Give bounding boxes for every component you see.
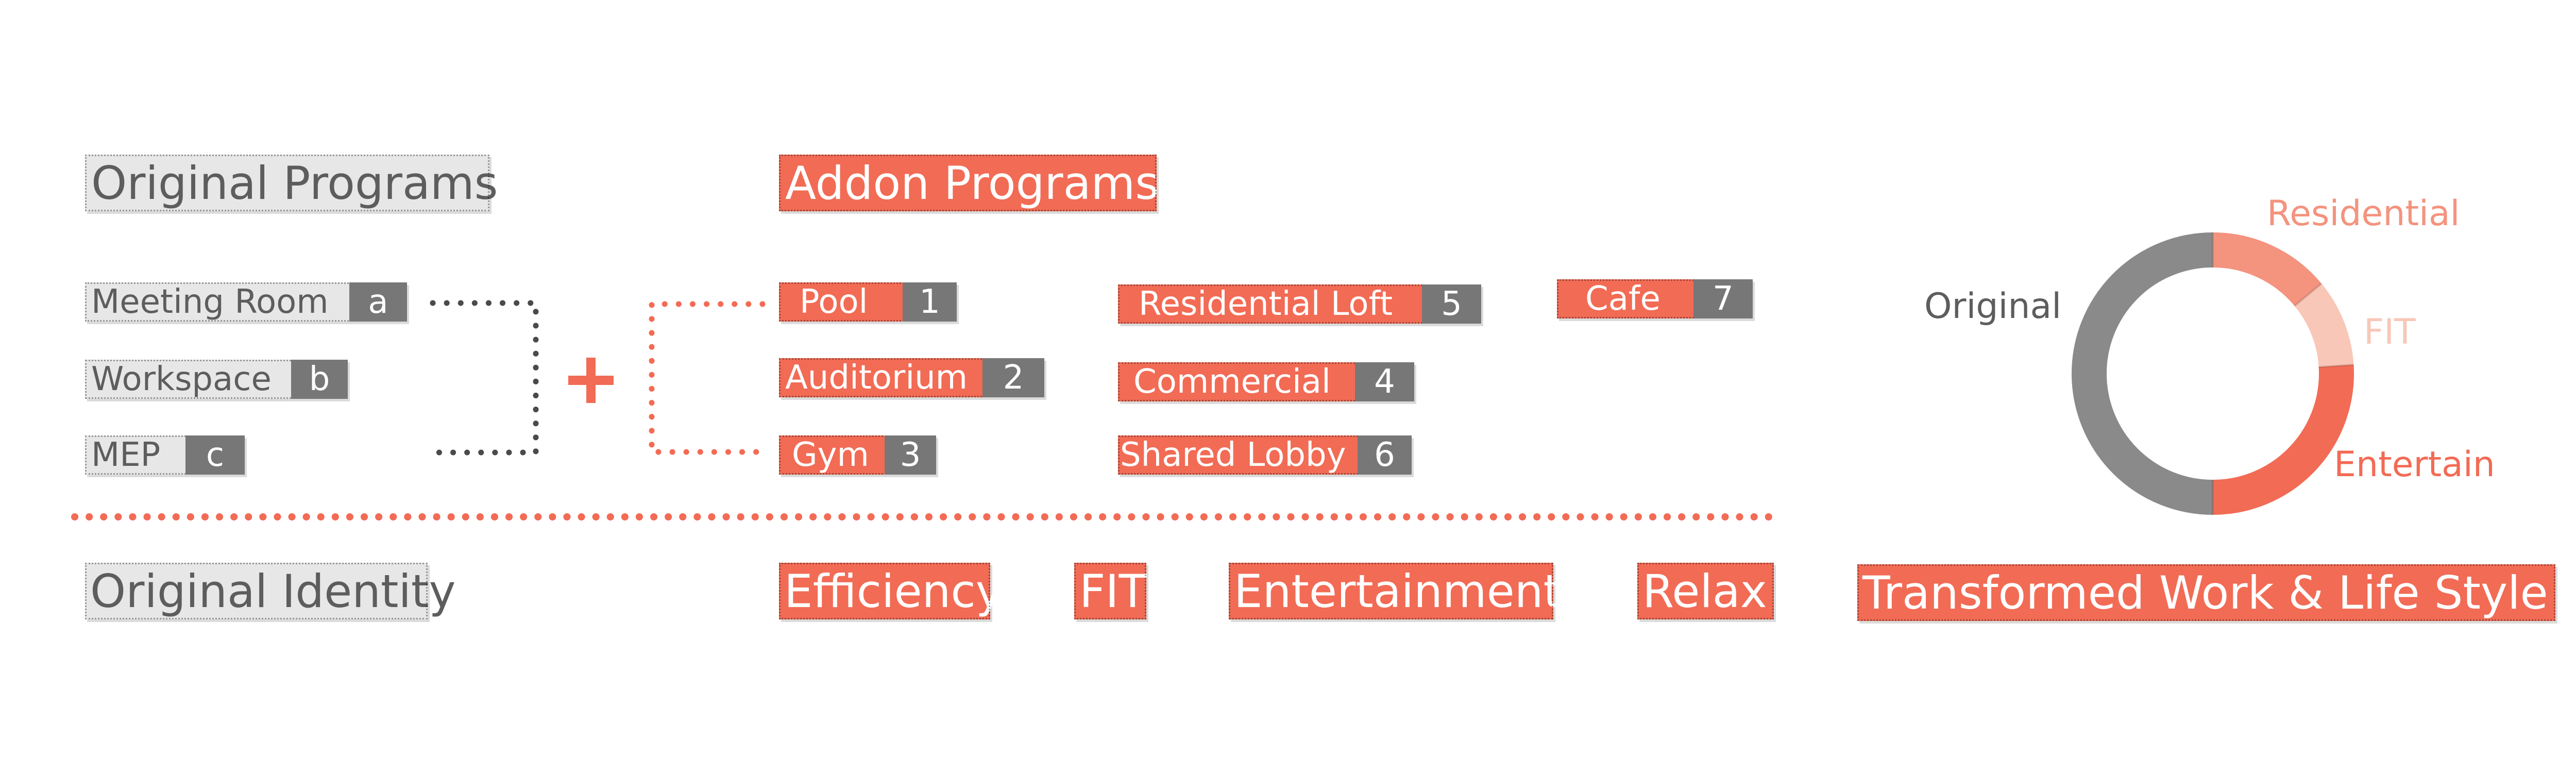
program-item-key: c xyxy=(185,435,245,475)
addon-item-label: Auditorium xyxy=(785,359,968,397)
addon-item-key: 5 xyxy=(1422,284,1481,324)
addon-item-key: 4 xyxy=(1355,362,1414,401)
transformed-lifestyle-label: Transformed Work & Life Style xyxy=(1857,564,2555,621)
donut-label-original: Original xyxy=(1924,286,2062,327)
original-programs-heading: Original Programs xyxy=(85,155,498,211)
program-item-mep: MEP c xyxy=(85,435,245,475)
original-identity-label: Original Identity xyxy=(85,563,456,619)
donut-slice-residential xyxy=(2212,232,2322,307)
addon-item-label: Cafe xyxy=(1585,280,1660,318)
donut-slice-separator xyxy=(2294,282,2323,307)
addon-item-auditorium: Auditorium 2 xyxy=(779,358,1044,397)
program-item-key: a xyxy=(349,282,407,322)
program-item-key: b xyxy=(291,360,348,399)
program-item-label: Workspace xyxy=(91,360,272,398)
identity-relax: Relax xyxy=(1637,563,1774,619)
program-item-workspace: Workspace b xyxy=(85,360,348,399)
addon-item-label: Pool xyxy=(800,283,868,321)
donut-slice-fit xyxy=(2294,283,2354,367)
addon-item-residential-loft: Residential Loft 5 xyxy=(1118,284,1481,324)
addon-item-cafe: Cafe 7 xyxy=(1557,279,1753,318)
addon-item-key: 1 xyxy=(903,282,957,322)
addon-item-shared-lobby: Shared Lobby 6 xyxy=(1118,435,1412,475)
identity-efficiency: Efficiency xyxy=(779,563,1003,619)
addon-item-pool: Pool 1 xyxy=(779,282,957,322)
identity-fit: FIT xyxy=(1074,563,1146,619)
addon-item-key: 3 xyxy=(885,435,936,475)
addon-programs-heading: Addon Programs xyxy=(779,155,1159,211)
donut-slice-original xyxy=(2072,232,2213,515)
donut-label-residential: Residential xyxy=(2267,193,2460,234)
program-item-meeting-room: Meeting Room a xyxy=(85,282,407,322)
addon-bracket xyxy=(649,301,766,455)
addon-item-key: 6 xyxy=(1358,435,1412,475)
program-donut-chart xyxy=(2072,232,2354,515)
addon-item-key: 7 xyxy=(1693,279,1753,318)
donut-slice-separator xyxy=(2318,363,2354,368)
addon-item-label: Residential Loft xyxy=(1139,285,1393,323)
program-item-label: Meeting Room xyxy=(91,283,329,321)
addon-item-label: Shared Lobby xyxy=(1120,436,1346,474)
identity-entertainment: Entertainment xyxy=(1229,563,1561,619)
original-bracket xyxy=(430,300,539,456)
donut-label-fit: FIT xyxy=(2364,312,2416,352)
addon-item-label: Commercial xyxy=(1133,363,1331,401)
addon-item-gym: Gym 3 xyxy=(779,435,936,475)
addon-item-commercial: Commercial 4 xyxy=(1118,362,1414,401)
donut-label-entertain: Entertain xyxy=(2334,444,2495,485)
addon-item-label: Gym xyxy=(792,436,869,474)
donut-slice-entertain xyxy=(2212,364,2354,515)
addon-item-key: 2 xyxy=(982,358,1044,397)
program-item-label: MEP xyxy=(91,436,161,474)
plus-icon xyxy=(568,358,614,403)
